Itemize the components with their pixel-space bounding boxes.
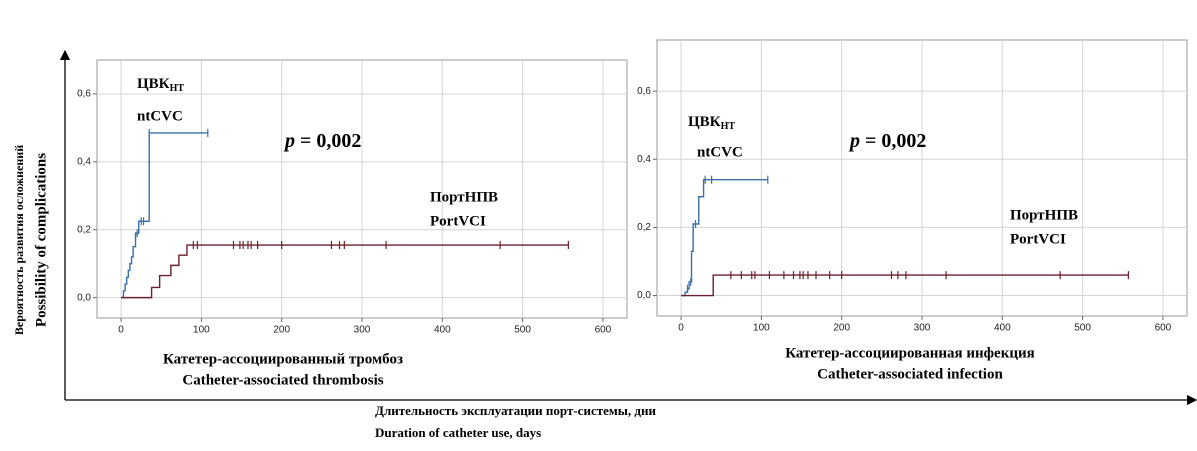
x-tick-label: 0: [118, 325, 124, 336]
y-tick-label: 0,2: [77, 224, 91, 235]
p-value-symbol: p: [848, 130, 860, 152]
x-tick-label: 100: [193, 325, 210, 336]
series-label-sub: НТ: [170, 83, 185, 94]
x-axis-label: Duration of catheter use, days: [375, 425, 541, 440]
y-tick-label: 0,4: [637, 154, 651, 165]
y-axis-label: Вероятность развития осложнений: [12, 145, 26, 335]
km-curve: [121, 244, 569, 299]
series-label: PortVCI: [1010, 231, 1066, 247]
y-tick-label: 0,6: [637, 86, 651, 97]
x-tick-label: 200: [273, 325, 290, 336]
series-label: PortVCI: [430, 213, 486, 229]
y-tick-label: 0,6: [77, 89, 91, 100]
y-tick-label: 0,0: [637, 290, 651, 301]
x-tick-label: 0: [678, 323, 684, 334]
x-tick-label: 500: [514, 325, 531, 336]
km-curve: [681, 274, 1129, 297]
p-value-text: = 0,002: [865, 130, 926, 152]
km-curve: [121, 132, 208, 299]
panel-caption: Catheter-associated thrombosis: [182, 372, 383, 388]
x-tick-label: 600: [595, 325, 612, 336]
series-label: ЦВКНТ: [688, 114, 735, 132]
x-tick-label: 200: [833, 323, 850, 334]
panel-caption: Катетер-ассоциированная инфекция: [785, 345, 1035, 361]
x-tick-label: 600: [1155, 323, 1172, 334]
x-tick-label: 400: [434, 325, 451, 336]
p-value: p = 0,002: [848, 130, 926, 152]
series-label-sub: НТ: [721, 121, 736, 132]
x-tick-label: 400: [994, 323, 1011, 334]
series-label: ПортНПВ: [430, 189, 498, 205]
series-label-ru: ЦВК: [137, 76, 170, 92]
p-value-text: = 0,002: [300, 130, 361, 152]
x-tick-label: 500: [1074, 323, 1091, 334]
p-value-symbol: p: [283, 130, 295, 152]
km-curve: [681, 179, 768, 297]
x-tick-label: 100: [753, 323, 770, 334]
x-tick-label: 300: [914, 323, 931, 334]
series-label: ntCVC: [697, 144, 743, 160]
y-tick-label: 0,4: [77, 156, 91, 167]
series-label: ЦВКНТ: [137, 76, 184, 94]
x-axis-label: Длительность эксплуатации порт-системы, …: [375, 403, 656, 418]
y-tick-label: 0,2: [637, 222, 651, 233]
series-label: ПортНПВ: [1010, 207, 1078, 223]
y-axis-label: Possibility of complications: [33, 153, 49, 327]
panel-caption: Катетер-ассоциированный тромбоз: [163, 351, 403, 367]
panel-caption: Catheter-associated infection: [817, 366, 1003, 382]
y-tick-label: 0,0: [77, 292, 91, 303]
series-label-ru: ЦВК: [688, 114, 721, 130]
x-tick-label: 300: [354, 325, 371, 336]
p-value: p = 0,002: [283, 130, 361, 152]
series-label: ntCVC: [137, 108, 183, 124]
